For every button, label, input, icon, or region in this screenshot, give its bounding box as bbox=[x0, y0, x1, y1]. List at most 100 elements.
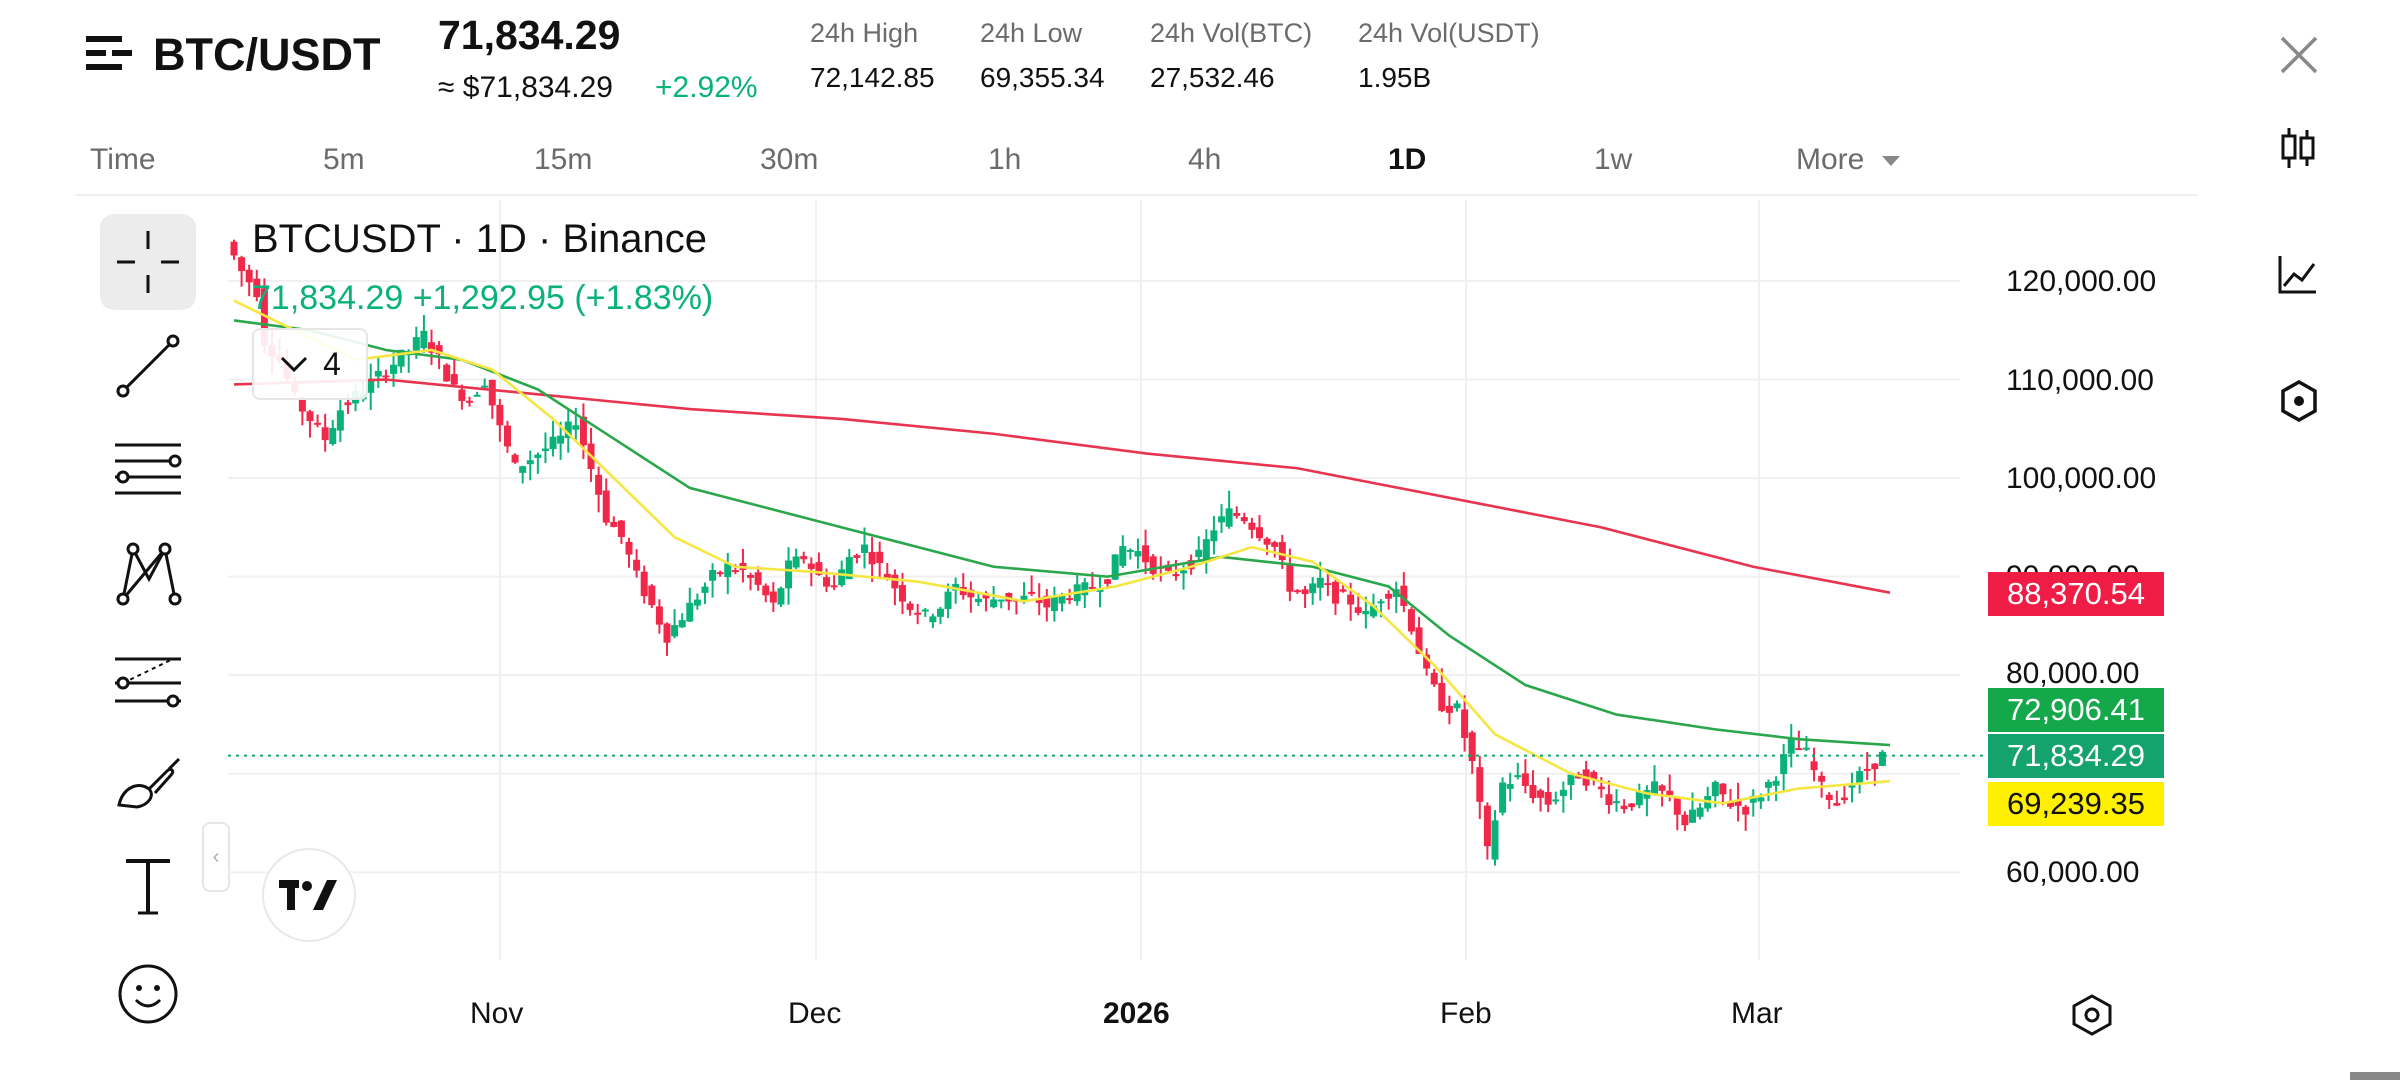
candle-body bbox=[245, 269, 253, 283]
candle-body bbox=[1856, 771, 1864, 784]
candle-body bbox=[1430, 672, 1438, 685]
candle-body bbox=[1028, 591, 1036, 594]
tab-1w[interactable]: 1w bbox=[1594, 143, 1633, 176]
approx-usd-price: ≈ $71,834.29 bbox=[438, 71, 613, 104]
tab-30m[interactable]: 30m bbox=[760, 143, 819, 176]
candle-body bbox=[1605, 794, 1613, 806]
candle-body bbox=[534, 454, 542, 458]
candle-body bbox=[952, 583, 960, 591]
text-tool[interactable] bbox=[100, 838, 196, 934]
candle-body bbox=[1590, 771, 1598, 780]
candle-body bbox=[443, 364, 451, 382]
candle-body bbox=[1415, 627, 1423, 654]
candle-body bbox=[1088, 586, 1096, 589]
candle-body bbox=[1673, 798, 1681, 815]
candle-body bbox=[503, 425, 511, 447]
crosshair-tool[interactable] bbox=[100, 214, 196, 310]
tab-1d[interactable]: 1D bbox=[1388, 143, 1427, 176]
tab-5m[interactable]: 5m bbox=[323, 143, 365, 176]
y-tick-label: 100,000.00 bbox=[2006, 462, 2157, 495]
candle-body bbox=[1742, 806, 1750, 815]
candle-body bbox=[686, 602, 694, 622]
candle-body bbox=[1696, 807, 1704, 817]
candle-body bbox=[1544, 792, 1552, 805]
candle-body bbox=[655, 606, 663, 625]
candle-body bbox=[1491, 820, 1499, 860]
x-tick-label: 2026 bbox=[1103, 997, 1170, 1030]
candle-body bbox=[1164, 564, 1172, 571]
candle-body bbox=[1225, 508, 1233, 527]
indicators-icon[interactable] bbox=[2278, 254, 2318, 299]
candle-body bbox=[914, 612, 922, 615]
brush-tool[interactable] bbox=[100, 734, 196, 830]
candle-body bbox=[1780, 754, 1788, 775]
candle-body bbox=[1681, 814, 1689, 826]
candle-body bbox=[944, 591, 952, 609]
candle-body bbox=[1126, 549, 1134, 552]
candle-body bbox=[579, 416, 587, 446]
candle-body bbox=[724, 563, 732, 578]
tab-4h[interactable]: 4h bbox=[1188, 143, 1222, 176]
pattern-tool[interactable] bbox=[100, 526, 196, 622]
candle-body bbox=[1195, 549, 1203, 557]
candle-body bbox=[557, 435, 565, 444]
candle-body bbox=[367, 378, 375, 393]
projection-tool[interactable] bbox=[100, 630, 196, 726]
candle-body bbox=[1863, 768, 1871, 771]
candle-body bbox=[1218, 516, 1226, 523]
tab-time[interactable]: Time bbox=[90, 143, 156, 176]
candle-body bbox=[663, 623, 671, 643]
candle-body bbox=[1438, 682, 1446, 711]
candle-body bbox=[1552, 799, 1560, 802]
candle-body bbox=[473, 394, 481, 397]
candle-body bbox=[329, 427, 337, 445]
tab-1h[interactable]: 1h bbox=[988, 143, 1022, 176]
candle-body bbox=[1795, 748, 1803, 751]
candle-body bbox=[428, 342, 436, 353]
candle-body bbox=[800, 556, 808, 560]
candle-body bbox=[1840, 797, 1848, 801]
candle-body bbox=[1035, 599, 1043, 603]
candle-body bbox=[1134, 551, 1142, 557]
candle-body bbox=[1559, 789, 1567, 797]
settings-icon[interactable] bbox=[2280, 379, 2318, 427]
candle-body bbox=[321, 427, 329, 441]
candle-body bbox=[572, 425, 580, 430]
menu-icon[interactable] bbox=[86, 30, 132, 76]
candle-body bbox=[1719, 783, 1727, 795]
ma-short-badge: 69,239.35 bbox=[1988, 782, 2164, 826]
candle-body bbox=[298, 398, 306, 412]
stat-low-value: 69,355.34 bbox=[980, 62, 1105, 93]
stat-high-label: 24h High bbox=[810, 18, 919, 48]
candle-body bbox=[633, 559, 641, 571]
candle-body bbox=[678, 620, 686, 628]
chart-legend-title: BTCUSDT · 1D · Binance bbox=[252, 217, 707, 261]
trendline-icon bbox=[116, 334, 180, 398]
candle-body bbox=[898, 585, 906, 602]
candle-body bbox=[382, 375, 390, 378]
x-tick-label: Mar bbox=[1731, 997, 1783, 1030]
toolbar-toggle-handle[interactable]: ‹ bbox=[202, 822, 230, 892]
indicators-collapse[interactable]: 4 bbox=[252, 328, 368, 400]
candle-body bbox=[648, 585, 656, 606]
candle-body bbox=[1271, 542, 1279, 547]
last-price-badge: 71,834.29 bbox=[1988, 734, 2164, 778]
candle-body bbox=[823, 577, 831, 587]
emoji-tool[interactable] bbox=[100, 946, 196, 1042]
pair-title[interactable]: BTC/USDT bbox=[153, 29, 381, 80]
chart-settings-icon[interactable] bbox=[2070, 994, 2114, 1041]
candle-body bbox=[876, 551, 884, 564]
candle-body bbox=[1468, 732, 1476, 762]
candle-body bbox=[1651, 781, 1659, 794]
trendline-tool[interactable] bbox=[100, 318, 196, 414]
tab-15m[interactable]: 15m bbox=[534, 143, 593, 176]
close-icon[interactable] bbox=[2276, 32, 2322, 78]
tab-more[interactable]: More bbox=[1796, 140, 1901, 180]
candle-body bbox=[1149, 556, 1157, 574]
candle-body bbox=[481, 385, 489, 388]
candles-icon[interactable] bbox=[2280, 126, 2316, 175]
candle-body bbox=[709, 569, 717, 581]
candle-body bbox=[754, 572, 762, 585]
fib-tool[interactable] bbox=[100, 422, 196, 518]
